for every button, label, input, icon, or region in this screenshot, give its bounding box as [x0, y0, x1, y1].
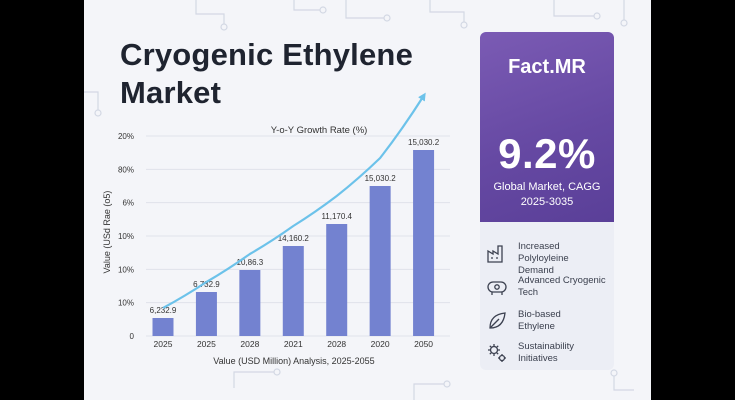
- feature-item: Bio-based Ethylene: [480, 306, 614, 340]
- y-axis-label: Value (USd Rae (o5): [102, 191, 112, 274]
- x-tick-label: 2025: [197, 339, 216, 349]
- sidebar-panel: Fact.MR 9.2% Global Market, CAGG 2025-30…: [480, 32, 614, 370]
- cagr-label-line2: 2025-3035: [520, 196, 574, 208]
- bar-value-label: 6,232.9: [150, 306, 177, 315]
- trend-line: [162, 92, 426, 309]
- feature-line2: Initiatives: [518, 353, 558, 364]
- x-tick-label: 2028: [327, 339, 346, 349]
- bar-layer: [152, 150, 435, 336]
- bar: [195, 292, 217, 336]
- bar: [239, 270, 261, 336]
- feature-line1: Bio-based: [518, 309, 561, 320]
- factory-icon: [487, 245, 503, 263]
- x-tick-label: 2021: [284, 339, 303, 349]
- brand-logo: Fact.MR: [508, 56, 586, 78]
- feature-line2: Demand: [518, 265, 554, 276]
- x-tick-label: 2025: [154, 339, 173, 349]
- gears-icon: [488, 344, 506, 362]
- cryo-tank-icon: [487, 281, 507, 295]
- bar: [326, 224, 348, 336]
- y-tick-label: 0: [130, 332, 135, 341]
- bar-value-label: 15,030.2: [365, 174, 397, 183]
- bar-value-label: 10,86.3: [237, 258, 264, 267]
- page-title: Cryogenic Ethylene Market: [120, 37, 414, 110]
- feature-line2: Tech: [518, 287, 539, 298]
- bar: [282, 246, 304, 336]
- x-tick-label: 2028: [240, 339, 259, 349]
- y-tick-label: 10%: [118, 232, 134, 241]
- bar: [413, 150, 435, 336]
- feature-line2: Ethylene: [518, 321, 555, 332]
- bar: [152, 318, 174, 336]
- x-tick-label: 2050: [414, 339, 433, 349]
- feature-item: Increased Polyloyleine Demand: [480, 238, 614, 276]
- y-tick-label: 10%: [118, 299, 134, 308]
- y-tick-label: 10%: [118, 265, 134, 274]
- cagr-box: Fact.MR 9.2% Global Market, CAGG 2025-30…: [480, 32, 614, 222]
- bar: [369, 186, 391, 336]
- y-tick-label: 80%: [118, 165, 134, 174]
- growth-bar-chart: 0 10% 10% 10% 6% 80% 20% 6,232.9 2025 6,732.9 202…: [102, 92, 450, 366]
- bar-value-label: 15,030.2: [408, 138, 440, 147]
- x-axis-label: Value (USD Million) Analysis, 2025-2055: [213, 356, 374, 366]
- circuit-decoration: [84, 0, 634, 400]
- trend-line-layer: [162, 92, 426, 309]
- infographic-card: Cryogenic Ethylene Market 0 10% 10% 10% 6% 80…: [84, 0, 651, 400]
- chart-title: Y-o-Y Growth Rate (%): [271, 125, 368, 136]
- feature-item: Advanced Cryogenic Tech: [480, 272, 614, 306]
- bar-value-label: 6,732.9: [193, 280, 220, 289]
- cagr-label: Global Market, CAGG 2025-3035: [480, 180, 614, 210]
- feature-line1: Increased Polyloyleine: [518, 241, 569, 264]
- cagr-label-line1: Global Market, CAGG: [493, 181, 601, 193]
- bar-value-label: 11,170.4: [321, 212, 352, 221]
- leaf-icon: [489, 312, 506, 329]
- feature-item: Sustainability Initiatives: [480, 338, 614, 370]
- y-tick-label: 20%: [118, 132, 134, 141]
- feature-line1: Sustainability: [518, 341, 574, 352]
- x-tick-label: 2020: [371, 339, 390, 349]
- feature-line1: Advanced Cryogenic: [518, 275, 606, 286]
- y-tick-label: 6%: [122, 199, 134, 208]
- bar-value-label: 14,160.2: [278, 234, 310, 243]
- cagr-value: 9.2%: [498, 130, 596, 177]
- label-layer: 6,232.9 2025 6,732.9 2025 10,86.3 2028 14,160.…: [150, 138, 440, 349]
